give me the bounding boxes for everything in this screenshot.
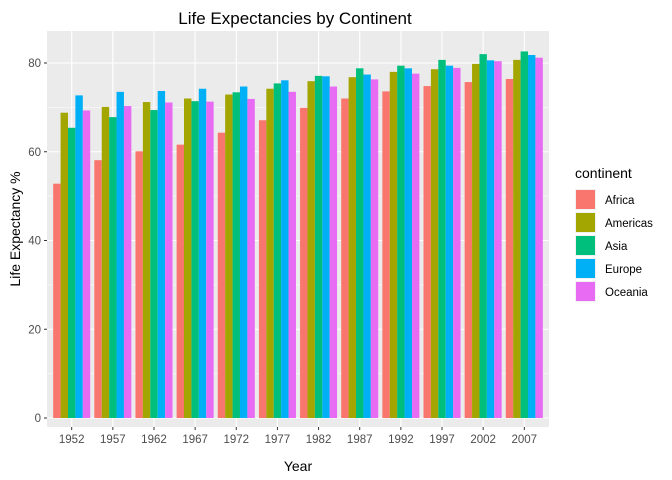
legend-label-americas: Americas	[605, 218, 653, 230]
x-tick-label: 1962	[141, 434, 167, 446]
bar-asia-1987	[356, 68, 364, 418]
bar-africa-1952	[53, 183, 61, 418]
y-tick-label: 0	[35, 413, 41, 425]
y-axis: 0 20 40 60 80	[28, 58, 47, 425]
legend-title: continent	[575, 165, 632, 181]
bar-europe-1967	[198, 88, 207, 419]
bar-europe-1997	[445, 65, 454, 418]
bar-africa-1972	[217, 132, 226, 419]
bar-africa-1992	[382, 91, 390, 419]
bar-europe-1972	[239, 86, 248, 419]
x-axis-title: Year	[284, 458, 313, 474]
y-tick-label: 40	[28, 236, 41, 248]
bar-oceania-1977	[288, 91, 296, 418]
y-tick-label: 20	[28, 324, 41, 336]
bar-oceania-2007	[535, 57, 543, 419]
bars	[53, 51, 543, 419]
bar-americas-2007	[513, 59, 521, 418]
bar-africa-1957	[94, 160, 102, 418]
bar-oceania-2002	[494, 61, 502, 418]
bar-asia-1977	[273, 83, 282, 418]
bar-americas-1982	[307, 81, 315, 418]
legend-swatch-europe	[576, 259, 595, 278]
bar-europe-1977	[281, 80, 289, 418]
bar-africa-2007	[505, 78, 514, 418]
bar-asia-1972	[232, 92, 240, 418]
bar-asia-1967	[191, 101, 199, 418]
bar-africa-1967	[176, 144, 185, 418]
bar-americas-1997	[430, 69, 439, 419]
bar-asia-1952	[67, 127, 76, 418]
x-tick-label: 1972	[223, 434, 249, 446]
bar-africa-1977	[258, 120, 267, 419]
bar-asia-1992	[397, 65, 405, 418]
bar-americas-1992	[389, 71, 398, 419]
bar-oceania-1992	[411, 73, 420, 419]
bar-asia-2007	[520, 51, 529, 419]
bar-americas-1962	[142, 102, 151, 419]
legend-swatch-americas	[576, 213, 595, 232]
x-tick-label: 1982	[306, 434, 332, 446]
legend-label-africa: Africa	[605, 195, 635, 207]
bar-americas-1952	[60, 112, 68, 418]
x-tick-label: 1967	[182, 434, 208, 446]
bar-europe-1962	[157, 90, 166, 419]
y-tick-label: 60	[28, 147, 41, 159]
x-tick-label: 1957	[100, 434, 126, 446]
bar-oceania-1957	[123, 106, 132, 418]
bar-asia-1962	[150, 110, 158, 418]
x-tick-label: 1987	[347, 434, 373, 446]
x-axis: 1952 1957 1962 1967 1972 1977 1982 1987 1992 1997…	[59, 427, 537, 446]
bar-europe-1952	[75, 95, 83, 418]
x-tick-label: 1992	[388, 434, 414, 446]
legend-swatch-asia	[576, 236, 595, 255]
chart-title: Life Expectancies by Continent	[178, 9, 412, 28]
bar-americas-1957	[101, 106, 110, 419]
x-tick-label: 1977	[265, 434, 291, 446]
bar-africa-2002	[464, 82, 473, 418]
bar-oceania-1967	[206, 101, 214, 419]
bar-europe-2007	[528, 55, 536, 418]
bar-americas-1967	[184, 98, 192, 418]
bar-africa-1962	[135, 151, 143, 418]
bar-asia-1957	[109, 117, 117, 418]
y-tick-label: 80	[28, 58, 41, 70]
bar-oceania-1987	[370, 79, 379, 419]
bar-americas-2002	[472, 63, 480, 418]
bar-americas-1972	[225, 94, 233, 418]
bar-oceania-1972	[247, 98, 255, 418]
bar-oceania-1952	[82, 110, 91, 418]
x-tick-label: 1952	[59, 434, 85, 446]
bar-europe-1957	[116, 91, 124, 418]
bar-europe-1982	[322, 76, 330, 418]
legend-label-europe: Europe	[605, 264, 642, 276]
bar-americas-1977	[266, 88, 274, 419]
x-tick-label: 1997	[429, 434, 455, 446]
bar-asia-1982	[314, 75, 323, 419]
bar-europe-1987	[363, 74, 371, 418]
bar-europe-1992	[404, 68, 412, 418]
x-tick-label: 2007	[512, 434, 538, 446]
legend-swatch-oceania	[576, 282, 595, 301]
bar-africa-1982	[300, 107, 308, 418]
bar-oceania-1962	[165, 102, 173, 419]
bar-oceania-1997	[453, 67, 461, 418]
x-tick-label: 2002	[470, 434, 496, 446]
legend: continent Africa Americas Asia Europe Oceani…	[575, 165, 653, 302]
legend-swatch-africa	[576, 190, 595, 209]
legend-label-oceania: Oceania	[605, 287, 648, 299]
bar-africa-1987	[341, 98, 349, 418]
bar-oceania-1982	[329, 86, 338, 419]
bar-asia-2002	[479, 54, 487, 419]
bar-asia-1997	[438, 59, 446, 418]
y-axis-title: Life Expectancy %	[7, 171, 23, 286]
legend-label-asia: Asia	[605, 241, 628, 253]
bar-americas-1987	[348, 77, 357, 418]
bar-europe-2002	[486, 60, 495, 419]
bar-africa-1997	[423, 86, 431, 418]
